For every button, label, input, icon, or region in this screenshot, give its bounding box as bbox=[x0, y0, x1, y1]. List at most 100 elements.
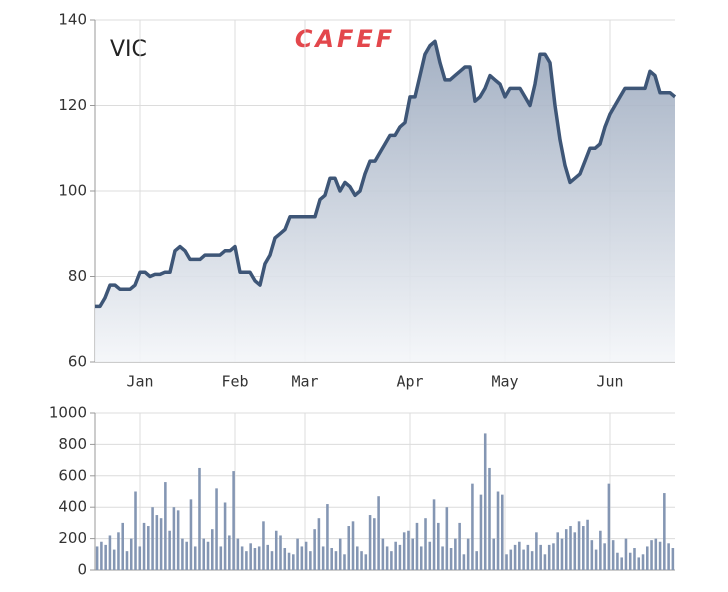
volume-bar bbox=[611, 540, 615, 570]
volume-bar bbox=[522, 549, 525, 570]
volume-bar bbox=[304, 541, 308, 570]
volume-bar bbox=[296, 538, 299, 570]
volume-bar bbox=[488, 467, 491, 570]
volume-bar bbox=[300, 546, 304, 570]
volume-bar bbox=[667, 543, 670, 570]
volume-bar bbox=[257, 546, 261, 570]
volume-bar bbox=[279, 535, 282, 570]
volume-bar bbox=[603, 543, 606, 570]
volume-bar bbox=[505, 554, 508, 570]
volume-bar bbox=[373, 518, 376, 570]
volume-bar bbox=[483, 433, 487, 570]
volume-bar bbox=[509, 549, 513, 570]
volume-bar bbox=[283, 548, 287, 570]
volume-bar bbox=[321, 546, 325, 570]
volume-bar bbox=[334, 551, 338, 570]
volume-bar bbox=[437, 522, 440, 570]
volume-bar bbox=[138, 546, 142, 570]
volume-bar bbox=[569, 526, 572, 570]
logo: CAFEF bbox=[295, 25, 395, 53]
volume-bar bbox=[232, 471, 235, 570]
y-tick-label: 600 bbox=[58, 466, 87, 484]
volume-bar bbox=[219, 546, 223, 570]
volume-bar bbox=[364, 554, 368, 570]
volume-bar bbox=[471, 483, 474, 570]
volume-bar bbox=[628, 552, 632, 570]
volume-bar bbox=[415, 522, 419, 570]
volume-bar bbox=[95, 546, 99, 570]
volume-bar bbox=[552, 543, 555, 570]
volume-bar bbox=[155, 515, 159, 570]
y-tick-label: 200 bbox=[58, 529, 87, 547]
y-tick-label: 1000 bbox=[49, 404, 87, 422]
volume-bar bbox=[151, 507, 154, 570]
volume-bar bbox=[428, 541, 432, 570]
volume-bar bbox=[432, 499, 436, 570]
volume-bar bbox=[658, 541, 662, 570]
volume-bar bbox=[616, 552, 619, 570]
volume-bar bbox=[462, 554, 466, 570]
volume-bar bbox=[117, 532, 120, 570]
volume-bar bbox=[185, 541, 188, 570]
volume-bar bbox=[215, 488, 218, 570]
volume-bar bbox=[390, 551, 393, 570]
x-tick-label: Feb bbox=[221, 373, 248, 391]
volume-bar bbox=[287, 552, 291, 570]
y-tick-label: 100 bbox=[58, 182, 87, 200]
volume-bar bbox=[441, 546, 444, 570]
volume-bar bbox=[466, 538, 470, 570]
volume-bar bbox=[402, 532, 406, 570]
volume-bar bbox=[142, 522, 146, 570]
volume-bar bbox=[368, 515, 372, 570]
volume-bar bbox=[381, 538, 385, 570]
volume-bar bbox=[535, 532, 538, 570]
volume-bar bbox=[262, 521, 265, 570]
volume-bar bbox=[338, 538, 342, 570]
volume-bar bbox=[556, 532, 559, 570]
volume-bar bbox=[211, 529, 214, 570]
volume-bar bbox=[181, 538, 184, 570]
volume-bar bbox=[176, 510, 180, 570]
volume-bar bbox=[317, 518, 321, 570]
volume-bar bbox=[168, 530, 171, 570]
volume-bar bbox=[245, 551, 248, 570]
volume-bar bbox=[189, 499, 193, 570]
x-tick-label: Jun bbox=[596, 373, 623, 391]
volume-bar bbox=[654, 538, 658, 570]
volume-bar bbox=[475, 551, 478, 570]
volume-bar bbox=[202, 538, 206, 570]
volume-bar bbox=[599, 530, 602, 570]
volume-bar bbox=[641, 554, 645, 570]
volume-bar bbox=[266, 544, 269, 570]
volume-bar bbox=[360, 551, 363, 570]
volume-bar bbox=[159, 518, 163, 570]
volume-bar bbox=[501, 494, 504, 570]
volume-bar bbox=[650, 540, 653, 570]
volume-bar bbox=[637, 557, 641, 570]
volume-bar bbox=[573, 532, 577, 570]
price-line bbox=[95, 39, 677, 309]
volume-bar bbox=[134, 491, 137, 570]
y-tick-label: 0 bbox=[77, 561, 87, 579]
volume-bar bbox=[253, 548, 257, 570]
volume-bar bbox=[419, 546, 423, 570]
volume-bar bbox=[309, 551, 312, 570]
y-tick-label: 60 bbox=[68, 353, 87, 371]
volume-bar bbox=[121, 522, 124, 570]
volume-bar bbox=[492, 538, 496, 570]
volume-bar bbox=[594, 549, 598, 570]
volume-bar bbox=[249, 543, 252, 570]
volume-bar bbox=[411, 538, 414, 570]
volume-bar bbox=[313, 529, 316, 570]
volume-bar bbox=[454, 538, 457, 570]
volume-bar bbox=[607, 483, 611, 570]
volume-bar bbox=[624, 538, 628, 570]
area bbox=[95, 41, 675, 363]
volume-bar bbox=[147, 526, 150, 570]
volume-bar bbox=[663, 493, 666, 570]
volume-bar bbox=[292, 554, 295, 570]
volume-bar bbox=[274, 530, 278, 570]
y-tick-label: 400 bbox=[58, 498, 87, 516]
volume-bar bbox=[543, 554, 547, 570]
